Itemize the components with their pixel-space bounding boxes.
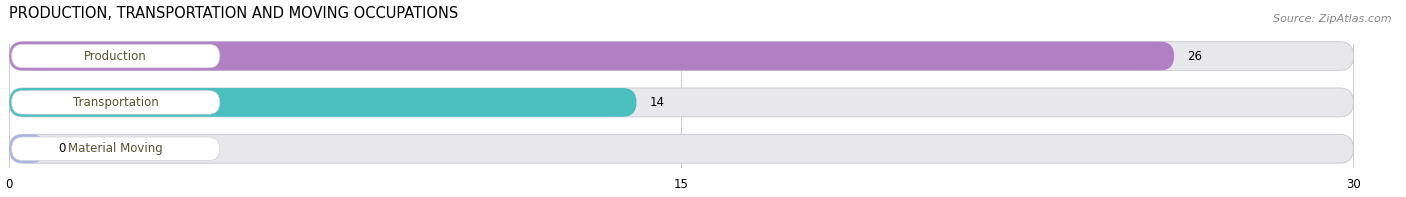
Text: 14: 14 [650, 96, 665, 109]
FancyBboxPatch shape [10, 88, 637, 117]
FancyBboxPatch shape [11, 44, 219, 68]
FancyBboxPatch shape [11, 137, 219, 161]
FancyBboxPatch shape [11, 91, 219, 114]
FancyBboxPatch shape [10, 134, 1354, 163]
Text: 0: 0 [59, 142, 66, 155]
FancyBboxPatch shape [10, 134, 45, 163]
Text: 26: 26 [1188, 49, 1202, 62]
Text: Production: Production [84, 49, 148, 62]
FancyBboxPatch shape [10, 42, 1174, 70]
FancyBboxPatch shape [10, 88, 1354, 117]
Text: PRODUCTION, TRANSPORTATION AND MOVING OCCUPATIONS: PRODUCTION, TRANSPORTATION AND MOVING OC… [10, 6, 458, 20]
Text: Transportation: Transportation [73, 96, 159, 109]
Text: Material Moving: Material Moving [69, 142, 163, 155]
Text: Source: ZipAtlas.com: Source: ZipAtlas.com [1274, 14, 1392, 24]
FancyBboxPatch shape [10, 42, 1354, 70]
